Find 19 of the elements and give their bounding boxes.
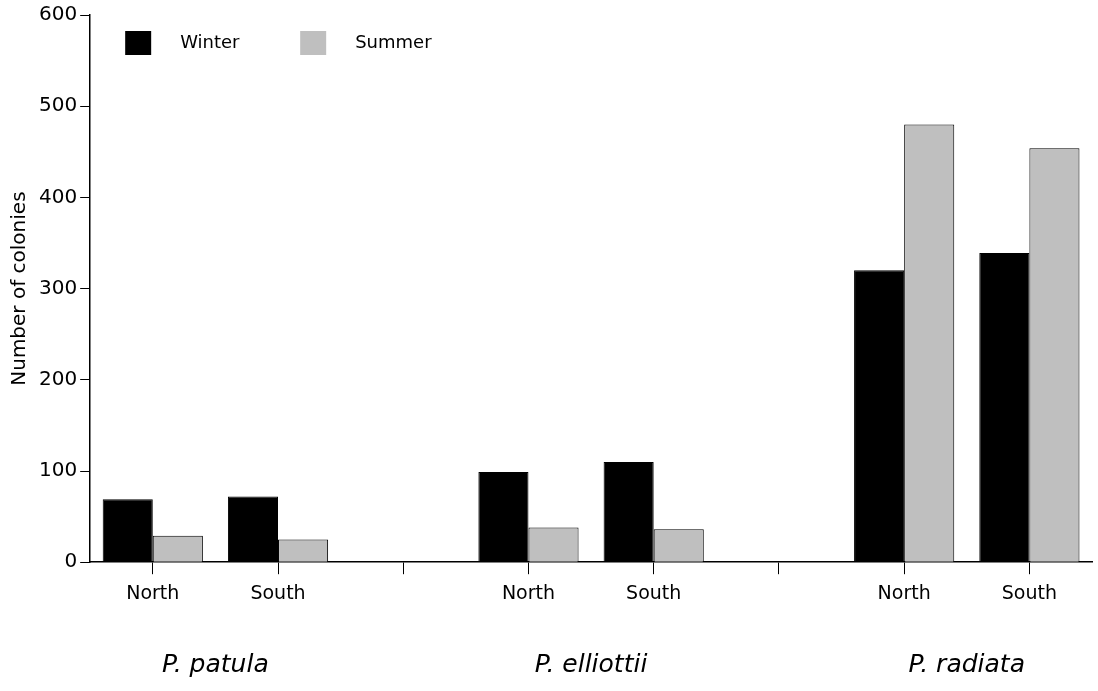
- x-tick-label: North: [126, 580, 180, 603]
- y-tick-label: 100: [38, 457, 78, 482]
- y-tick-label: 600: [38, 1, 78, 26]
- y-axis-title: Number of colonies: [6, 191, 31, 386]
- text: P. elliottii: [534, 648, 648, 678]
- legend-label: Summer: [355, 30, 433, 52]
- x-tick-label: North: [501, 580, 556, 603]
- x-tick-label: South: [1001, 580, 1057, 603]
- y-tick-label: 300: [38, 274, 78, 299]
- x-tick-label: South: [250, 580, 306, 603]
- text: P. radiata: [908, 648, 1025, 678]
- text: P. patula: [162, 648, 269, 678]
- y-tick-label: 200: [38, 366, 78, 390]
- y-tick-label: 0: [64, 548, 78, 573]
- y-tick-label: 400: [38, 183, 78, 208]
- x-tick-label: South: [626, 580, 682, 603]
- legend-label: Winter: [180, 30, 241, 52]
- x-tick-label: North: [877, 580, 931, 603]
- y-tick-label: 500: [38, 92, 78, 117]
